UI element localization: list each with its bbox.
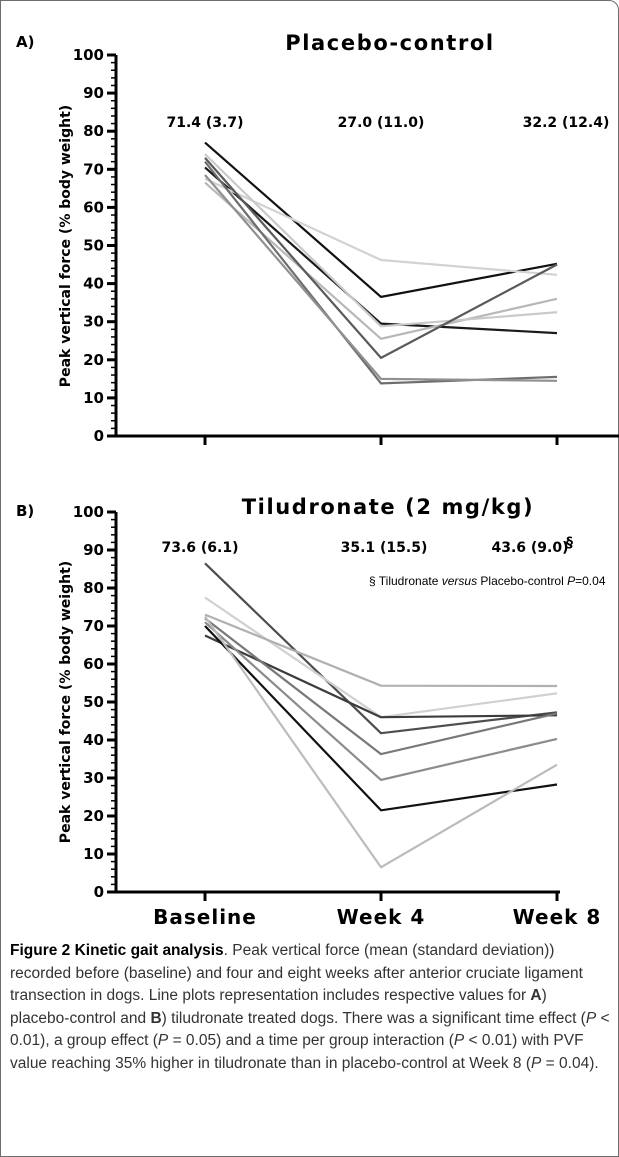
series-line xyxy=(204,161,558,385)
caption-p: P xyxy=(531,1054,542,1072)
significance-note: § Tiludronate versus Placebo-control P=0… xyxy=(369,574,606,588)
panel-label: B) xyxy=(16,502,34,520)
caption-text: = 0.05) and a time per group interaction… xyxy=(168,1032,454,1049)
y-tick-label: 90 xyxy=(83,541,104,559)
y-tick-label: 10 xyxy=(83,845,104,863)
panel-label: A) xyxy=(16,33,34,51)
y-tick-label: 100 xyxy=(73,46,104,64)
y-axis-label: Peak vertical force (% body weight) xyxy=(58,561,74,843)
y-tick-label: 0 xyxy=(94,883,104,901)
series-line xyxy=(204,615,558,869)
y-tick-label: 90 xyxy=(83,84,104,102)
series-line xyxy=(204,141,558,298)
y-tick-label: 20 xyxy=(83,807,104,825)
series-line xyxy=(204,625,558,812)
series-line xyxy=(204,174,558,382)
figure-caption: Figure 2 Kinetic gait analysis. Peak ver… xyxy=(10,940,610,1075)
series-line xyxy=(204,634,558,719)
y-tick-label: 20 xyxy=(83,351,104,369)
series-line xyxy=(204,177,558,276)
series-line xyxy=(204,166,558,335)
caption-p: P xyxy=(453,1032,465,1049)
mean-sd-baseline: 71.4 (3.7) xyxy=(166,115,243,131)
y-tick-label: 80 xyxy=(83,122,104,140)
caption-p: P xyxy=(157,1032,169,1049)
mean-sd-baseline: 73.6 (6.1) xyxy=(161,540,238,556)
significance-marker: § xyxy=(566,535,573,551)
x-tick-label: Week 8 xyxy=(513,905,602,929)
y-tick-label: 10 xyxy=(83,389,104,407)
mean-sd-week8: 43.6 (9.0) xyxy=(491,540,568,556)
y-tick-label: 100 xyxy=(73,503,104,521)
mean-sd-week8: 32.2 (12.4) xyxy=(523,115,610,131)
y-tick-label: 50 xyxy=(83,237,104,255)
series-line xyxy=(204,621,558,781)
caption-p: P xyxy=(585,1009,597,1027)
y-tick-label: 0 xyxy=(94,427,104,445)
y-tick-label: 80 xyxy=(83,579,104,597)
caption-b: B xyxy=(150,1009,162,1027)
x-tick-label: Week 4 xyxy=(337,905,426,929)
chart-title: Tiludronate (2 mg/kg) xyxy=(242,495,535,519)
caption-a: A xyxy=(530,987,542,1004)
y-tick-label: 40 xyxy=(83,275,104,293)
caption-text: < 0.01), a group effect ( xyxy=(10,1009,610,1050)
chart-panel-a: A) Placebo-control Peak vertical force (… xyxy=(0,0,619,470)
caption-text: = 0.04). xyxy=(541,1054,599,1072)
chart-a-svg: A) Placebo-control Peak vertical force (… xyxy=(16,31,619,445)
series-line xyxy=(204,562,558,735)
caption-text: ) placebo-control and xyxy=(10,987,547,1027)
series-line xyxy=(204,613,558,688)
y-axis-label: Peak vertical force (% body weight) xyxy=(58,105,74,387)
y-tick-label: 30 xyxy=(83,313,104,331)
y-tick-label: 70 xyxy=(83,617,104,635)
y-tick-label: 60 xyxy=(83,198,104,216)
series-line xyxy=(204,157,558,359)
y-tick-label: 30 xyxy=(83,769,104,787)
y-tick-label: 40 xyxy=(83,731,104,749)
x-tick-label: Baseline xyxy=(153,905,257,929)
caption-text: < 0.01) with PVF value reaching 35% high… xyxy=(10,1032,584,1072)
chart-title: Placebo-control xyxy=(285,31,494,55)
caption-text: ) tiludronate treated dogs. There was a … xyxy=(161,1009,586,1027)
mean-sd-week4: 27.0 (11.0) xyxy=(338,115,425,131)
y-tick-label: 70 xyxy=(83,160,104,178)
series-line xyxy=(204,153,558,328)
chart-b-svg: B) Tiludronate (2 mg/kg) Peak vertical f… xyxy=(16,495,606,929)
caption-text: . Peak vertical force (mean (standard de… xyxy=(10,942,583,1004)
chart-panel-b: B) Tiludronate (2 mg/kg) Peak vertical f… xyxy=(0,472,619,932)
y-tick-label: 50 xyxy=(83,693,104,711)
mean-sd-week4: 35.1 (15.5) xyxy=(341,540,428,556)
series-line xyxy=(204,617,558,756)
caption-heading: Figure 2 Kinetic gait analysis xyxy=(10,942,224,959)
y-tick-label: 60 xyxy=(83,655,104,673)
